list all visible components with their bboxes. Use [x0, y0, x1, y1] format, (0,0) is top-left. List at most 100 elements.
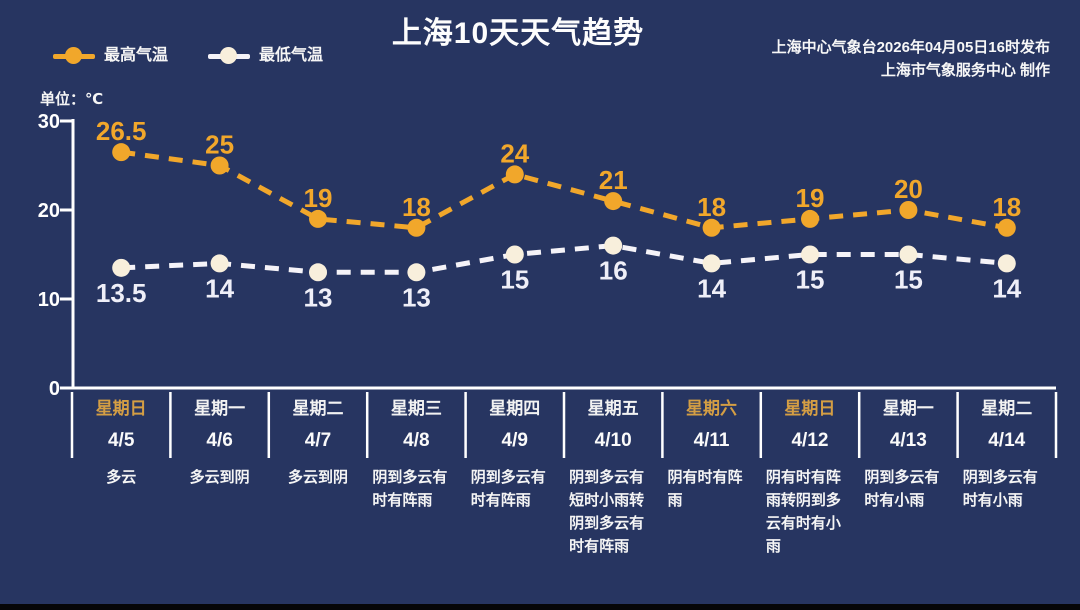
- date-label: 4/14: [988, 430, 1026, 451]
- forecast-column: 星期二 4/7 多云到阴: [269, 390, 367, 558]
- date-label: 4/6: [206, 430, 233, 451]
- high-temp-marker: [210, 156, 229, 175]
- weather-description: 阴到多云有时有阵雨: [367, 466, 465, 512]
- weather-text: 阴有时有阵雨: [667, 469, 743, 509]
- low-temp-value: 14: [697, 273, 726, 303]
- forecast-column: 星期二 4/14 阴到多云有时有小雨: [958, 390, 1056, 558]
- high-temp-line: [120, 149, 1008, 231]
- weather-description: 多云: [72, 466, 170, 489]
- low-temp-value: 15: [500, 265, 529, 295]
- high-temp-marker: [112, 143, 131, 162]
- high-temp-value: 19: [304, 183, 333, 213]
- weather-text: 阴到多云有时有小雨: [962, 469, 1038, 509]
- day-label: 星期一: [194, 399, 246, 418]
- high-temp-value: 24: [500, 138, 529, 168]
- weather-text: 多云到阴: [189, 469, 250, 486]
- y-tick-label: 10: [38, 289, 60, 311]
- forecast-column: 星期三 4/8 阴到多云有时有阵雨: [367, 390, 465, 558]
- low-temp-value: 15: [796, 265, 825, 295]
- legend-label: 最低气温: [259, 47, 324, 64]
- high-temp-marker: [801, 209, 819, 228]
- high-temp-marker: [604, 192, 623, 211]
- forecast-table: 星期日 4/5 多云 星期一 4/6 多云到阴 星期二 4/7 多云到阴 星期三…: [72, 390, 1056, 558]
- legend-item: 最低气温: [208, 47, 323, 65]
- high-temp-value: 25: [205, 130, 234, 160]
- day-label: 星期日: [95, 399, 147, 418]
- low-temp-marker: [604, 236, 623, 255]
- high-temp-value: 18: [697, 192, 726, 222]
- forecast-column: 星期日 4/5 多云: [72, 390, 170, 558]
- high-temp-value: 18: [402, 192, 431, 222]
- high-temp-marker: [407, 218, 426, 237]
- high-temp-marker: [309, 209, 327, 228]
- low-temp-marker: [407, 263, 426, 282]
- high-temp-marker: [997, 218, 1016, 237]
- legend-dot: [65, 47, 82, 64]
- legend-dot: [220, 47, 238, 64]
- low-temp-value: 15: [894, 265, 923, 295]
- weather-description: 阴有时有阵雨转阴到多云有时有小雨: [761, 466, 859, 558]
- high-temp-marker: [899, 201, 918, 219]
- high-temp-value: 18: [992, 192, 1021, 222]
- day-label: 星期四: [489, 399, 541, 418]
- date-label: 4/5: [107, 430, 135, 451]
- legend-item: 最高气温: [53, 47, 168, 65]
- weather-description: 阴有时有阵雨: [662, 466, 760, 512]
- high-temp-value: 21: [599, 165, 628, 195]
- forecast-column: 星期日 4/12 阴有时有阵雨转阴到多云有时有小雨: [761, 390, 859, 558]
- date-label: 4/7: [304, 430, 332, 451]
- publisher-info: 上海中心气象台2026年04月05日16时发布 上海市气象服务中心 制作: [772, 36, 1050, 82]
- low-temp-marker: [702, 254, 721, 273]
- legend-series-icon: [53, 47, 95, 65]
- bottom-edge-strip: [0, 604, 1080, 610]
- high-temp-value: 20: [894, 174, 923, 204]
- date-label: 4/9: [501, 430, 528, 451]
- date-label: 4/12: [791, 430, 829, 451]
- y-tick-label: 0: [49, 378, 60, 400]
- day-label: 星期三: [390, 399, 442, 418]
- low-temp-marker: [899, 245, 918, 264]
- date-label: 4/10: [594, 430, 632, 451]
- y-tick-label: 20: [38, 200, 60, 222]
- day-label: 星期日: [784, 399, 836, 418]
- page-title: 上海10天天气趋势: [391, 17, 645, 50]
- publisher-line1: 上海中心气象台2026年04月05日16时发布: [771, 39, 1050, 56]
- weather-text: 阴有时有阵雨转阴到多云有时有小雨: [765, 469, 841, 555]
- low-temp-value: 13: [304, 282, 333, 312]
- low-temp-marker: [210, 254, 229, 273]
- forecast-column: 星期一 4/6 多云到阴: [170, 390, 268, 558]
- weather-description: 阴到多云有时有阵雨: [466, 466, 564, 512]
- y-tick-label: 30: [38, 111, 60, 133]
- weather-description: 阴到多云有时有小雨: [958, 466, 1056, 512]
- forecast-column: 星期一 4/13 阴到多云有时有小雨: [859, 390, 957, 558]
- day-label: 星期五: [587, 399, 639, 418]
- day-label: 星期二: [292, 399, 344, 418]
- high-temp-value: 26.5: [96, 116, 147, 146]
- low-temp-value: 13: [402, 282, 431, 312]
- day-label: 星期二: [981, 399, 1033, 418]
- low-temp-value: 14: [992, 273, 1021, 303]
- date-label: 4/8: [403, 430, 430, 451]
- low-temp-marker: [997, 254, 1016, 273]
- low-temp-marker: [309, 263, 327, 282]
- weather-text: 阴到多云有时有小雨: [864, 469, 940, 509]
- date-label: 4/11: [693, 430, 730, 451]
- weather-description: 多云到阴: [269, 466, 367, 489]
- weather-text: 阴到多云有时有阵雨: [372, 469, 448, 509]
- legend-series-icon: [208, 47, 251, 65]
- weather-text: 多云到阴: [287, 469, 348, 486]
- low-temp-marker: [112, 258, 131, 277]
- high-temp-value: 19: [796, 183, 825, 213]
- low-temp-value: 16: [599, 256, 628, 286]
- low-temp-value: 13.5: [96, 278, 147, 308]
- date-label: 4/13: [889, 430, 927, 451]
- weather-description: 阴到多云有短时小雨转阴到多云有时有阵雨: [564, 466, 662, 558]
- day-label: 星期六: [686, 399, 738, 418]
- low-temp-marker: [505, 245, 524, 264]
- low-temp-line: [121, 243, 1008, 275]
- publisher-line2: 上海市气象服务中心 制作: [880, 62, 1050, 79]
- weather-text: 阴到多云有短时小雨转阴到多云有时有阵雨: [569, 469, 645, 555]
- forecast-column: 星期四 4/9 阴到多云有时有阵雨: [466, 390, 564, 558]
